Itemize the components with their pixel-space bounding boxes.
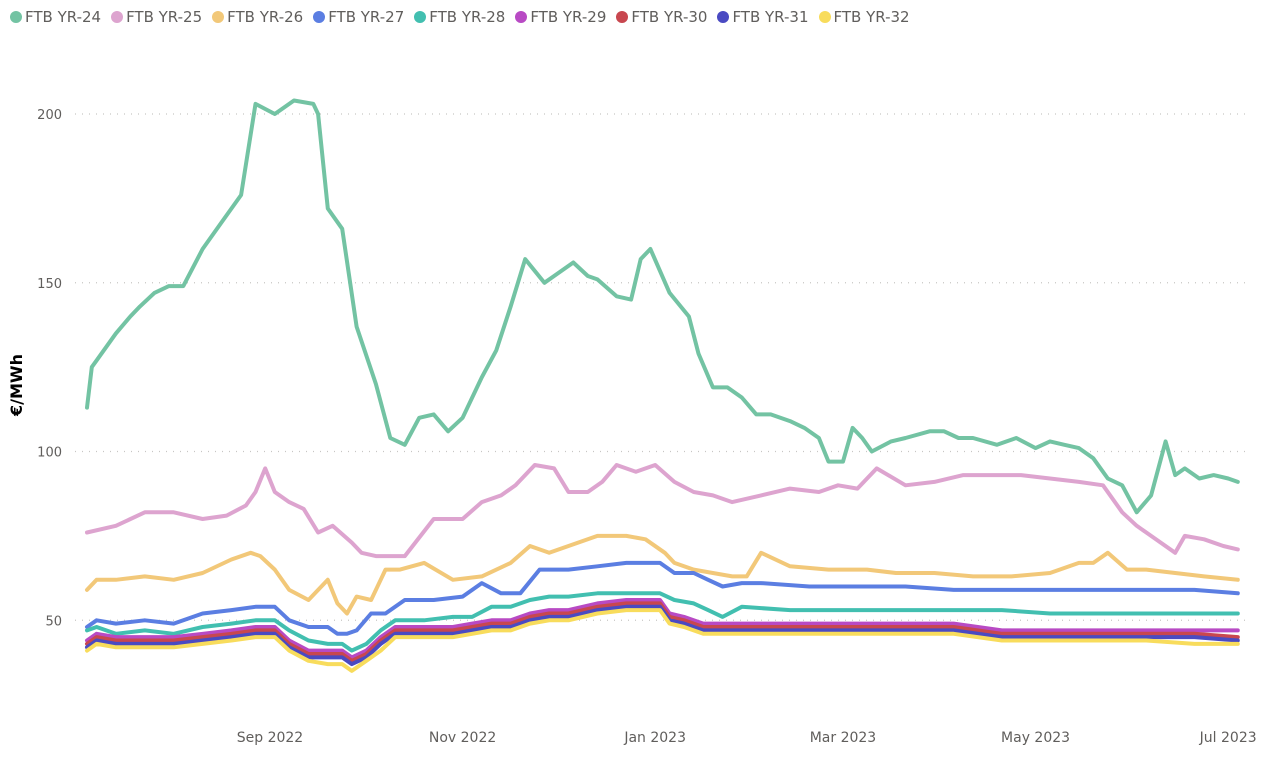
legend-marker-icon: [111, 11, 124, 23]
legend-item[interactable]: FTB YR-29: [515, 8, 606, 26]
y-tick-label: 50: [45, 614, 62, 629]
series-line-ftb-yr-27[interactable]: [85, 560, 1240, 636]
legend-label: FTB YR-32: [833, 8, 910, 26]
x-tick-label: Nov 2022: [429, 730, 496, 746]
legend-label: FTB YR-31: [732, 8, 809, 26]
series-line-ftb-yr-30[interactable]: [85, 601, 1240, 663]
y-tick-label: 150: [37, 277, 62, 292]
legend-label: FTB YR-29: [530, 8, 607, 26]
x-tick-label: Sep 2022: [237, 730, 303, 746]
y-tick-label: 200: [37, 108, 62, 123]
legend-label: FTB YR-28: [429, 8, 506, 26]
legend-item[interactable]: FTB YR-26: [212, 8, 303, 26]
y-axis-ticks: 50 100 150 200: [37, 108, 62, 629]
x-tick-label: May 2023: [1001, 730, 1070, 746]
legend-marker-icon: [616, 11, 629, 23]
y-axis-label: €/MWh: [7, 354, 26, 417]
y-tick-label: 100: [37, 446, 62, 461]
legend-label: FTB YR-25: [126, 8, 203, 26]
x-axis-ticks: Sep 2022 Nov 2022 Jan 2023 Mar 2023 May 2023…: [237, 730, 1257, 746]
legend-marker-icon: [717, 11, 730, 23]
legend-label: FTB YR-24: [25, 8, 102, 26]
series-line-ftb-yr-32[interactable]: [85, 608, 1240, 673]
gridlines: [75, 113, 1250, 621]
legend-marker-icon: [818, 11, 831, 23]
series-line-ftb-yr-24[interactable]: [85, 98, 1240, 515]
legend-marker-icon: [414, 11, 427, 23]
x-tick-label: Jan 2023: [623, 730, 686, 746]
legend-marker-icon: [10, 11, 22, 23]
series-line-ftb-yr-26[interactable]: [85, 533, 1240, 616]
legend-item[interactable]: FTB YR-25: [111, 8, 202, 26]
chart-legend: FTB YR-24 FTB YR-25 FTB YR-26 FTB YR-27 FTB …: [10, 6, 920, 28]
legend-item[interactable]: FTB YR-28: [414, 8, 505, 26]
legend-item[interactable]: FTB YR-31: [717, 8, 809, 26]
series-lines: [85, 98, 1240, 673]
series-line-ftb-yr-31[interactable]: [85, 604, 1240, 667]
series-line-ftb-yr-29[interactable]: [85, 598, 1240, 660]
legend-item[interactable]: FTB YR-32: [818, 8, 910, 26]
legend-label: FTB YR-27: [328, 8, 405, 26]
x-tick-label: Mar 2023: [810, 730, 877, 746]
legend-label: FTB YR-30: [631, 8, 708, 26]
legend-label: FTB YR-26: [227, 8, 304, 26]
x-tick-label: Jul 2023: [1199, 730, 1257, 746]
series-line-ftb-yr-28[interactable]: [85, 591, 1240, 653]
legend-marker-icon: [212, 11, 225, 23]
legend-marker-icon: [313, 11, 326, 23]
series-line-ftb-yr-25[interactable]: [85, 463, 1240, 559]
legend-item[interactable]: FTB YR-24: [10, 8, 101, 26]
legend-item[interactable]: FTB YR-27: [313, 8, 404, 26]
legend-marker-icon: [515, 11, 528, 23]
legend-item[interactable]: FTB YR-30: [616, 8, 707, 26]
